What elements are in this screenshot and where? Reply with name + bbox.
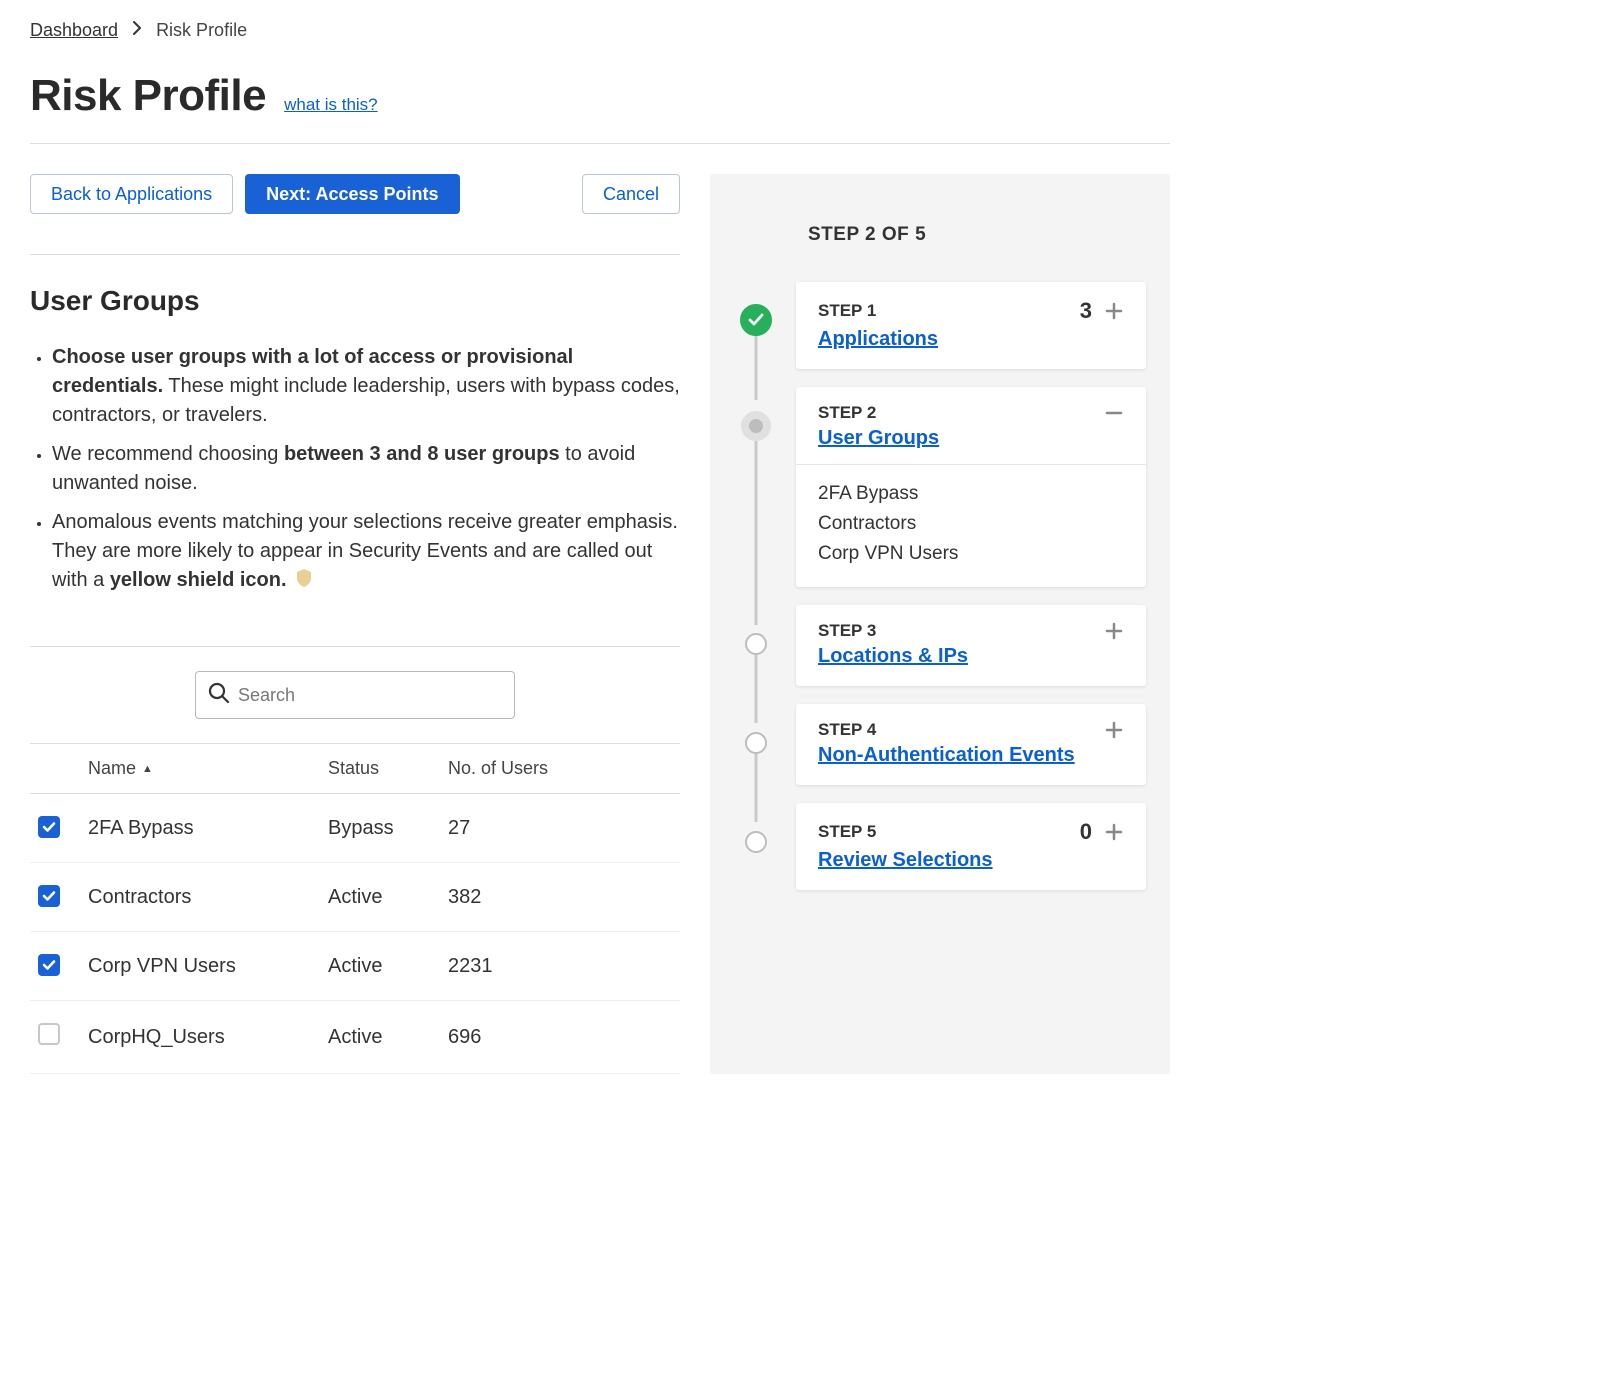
search-input[interactable] [238,685,502,706]
info-bullet: Anomalous events matching your selection… [52,508,680,596]
step-pending-icon [745,732,767,754]
step-title-link[interactable]: Review Selections [818,849,1124,872]
step-count: 3 [1080,298,1092,324]
chevron-right-icon [132,21,142,40]
sort-asc-icon: ▲ [142,763,153,775]
step: STEP 5 0 Review Selections [734,803,1146,890]
row-status: Active [320,863,440,932]
row-status: Bypass [320,794,440,863]
table-row: 2FA BypassBypass27 [30,794,680,863]
row-name: 2FA Bypass [80,794,320,863]
step-card[interactable]: STEP 5 0 Review Selections [796,803,1146,890]
expand-icon[interactable] [1104,301,1124,321]
step-label: STEP 3 [818,621,876,641]
step-count: 0 [1080,819,1092,845]
step-label: STEP 4 [818,720,876,740]
step-sidebar: STEP 2 OF 5 STEP 1 3 Applications STEP 2 Use… [710,174,1170,1074]
row-checkbox[interactable] [38,954,60,976]
row-users: 696 [440,1001,680,1074]
col-users-header[interactable]: No. of Users [440,744,680,794]
section-title: User Groups [30,285,680,317]
step-done-icon [740,304,772,336]
row-checkbox[interactable] [38,1023,60,1045]
row-checkbox[interactable] [38,885,60,907]
step: STEP 2 User Groups 2FA BypassContractorsCo… [734,387,1146,587]
step-title-link[interactable]: Locations & IPs [818,645,1124,668]
back-button[interactable]: Back to Applications [30,174,233,214]
col-name-header[interactable]: Name▲ [80,744,320,794]
step-selected-list: 2FA BypassContractorsCorp VPN Users [796,464,1146,569]
step: STEP 1 3 Applications [734,282,1146,369]
expand-icon[interactable] [1104,621,1124,641]
search-icon [208,682,230,709]
row-users: 382 [440,863,680,932]
step-pending-icon [745,831,767,853]
step-selected-item: Contractors [818,509,1124,539]
info-bullet: Choose user groups with a lot of access … [52,343,680,430]
step-selected-item: 2FA Bypass [818,479,1124,509]
step-pending-icon [745,633,767,655]
step-label: STEP 1 [818,301,876,321]
step: STEP 3 Locations & IPs [734,605,1146,686]
step-label: STEP 5 [818,822,876,842]
step-title-link[interactable]: Non-Authentication Events [818,744,1124,767]
divider [30,646,680,647]
step: STEP 4 Non-Authentication Events [734,704,1146,785]
shield-icon [296,567,312,596]
row-name: Corp VPN Users [80,932,320,1001]
row-status: Active [320,932,440,1001]
row-name: Contractors [80,863,320,932]
help-link[interactable]: what is this? [284,95,378,115]
table-row: CorpHQ_UsersActive696 [30,1001,680,1074]
step-title-link[interactable]: Applications [818,328,1124,351]
step-card[interactable]: STEP 4 Non-Authentication Events [796,704,1146,785]
expand-icon[interactable] [1104,720,1124,740]
step-card[interactable]: STEP 2 User Groups 2FA BypassContractorsCo… [796,387,1146,587]
info-list: Choose user groups with a lot of access … [30,343,680,596]
row-users: 2231 [440,932,680,1001]
expand-icon[interactable] [1104,822,1124,842]
step-label: STEP 2 [818,403,876,423]
page-title: Risk Profile [30,71,266,121]
step-counter: STEP 2 OF 5 [808,224,1146,246]
collapse-icon[interactable] [1104,403,1124,423]
breadcrumb-current: Risk Profile [156,20,247,41]
info-bullet: We recommend choosing between 3 and 8 us… [52,440,680,498]
step-card[interactable]: STEP 1 3 Applications [796,282,1146,369]
row-status: Active [320,1001,440,1074]
col-status-header[interactable]: Status [320,744,440,794]
step-title-link[interactable]: User Groups [818,427,1124,450]
user-groups-table: Name▲ Status No. of Users 2FA BypassBypa… [30,743,680,1074]
step-selected-item: Corp VPN Users [818,539,1124,569]
next-button[interactable]: Next: Access Points [245,174,459,214]
table-row: Corp VPN UsersActive2231 [30,932,680,1001]
breadcrumb: Dashboard Risk Profile [30,20,1170,41]
row-users: 27 [440,794,680,863]
step-card[interactable]: STEP 3 Locations & IPs [796,605,1146,686]
step-active-icon [741,411,771,441]
table-row: ContractorsActive382 [30,863,680,932]
search-input-wrapper[interactable] [195,671,515,719]
breadcrumb-dashboard[interactable]: Dashboard [30,20,118,41]
cancel-button[interactable]: Cancel [582,174,680,214]
row-name: CorpHQ_Users [80,1001,320,1074]
row-checkbox[interactable] [38,816,60,838]
